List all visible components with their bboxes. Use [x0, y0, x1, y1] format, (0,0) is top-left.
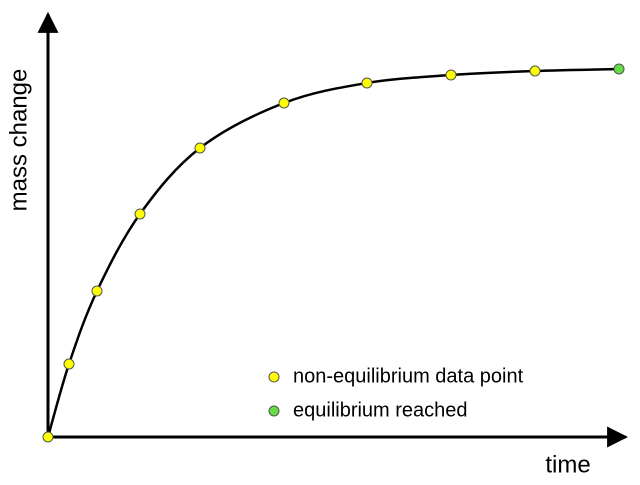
- data-point: [91, 285, 103, 297]
- legend-label: equilibrium reached: [293, 399, 468, 421]
- data-point: [278, 97, 290, 109]
- data-point: [134, 208, 146, 220]
- y-axis-label: mass change: [5, 69, 32, 212]
- legend-marker: [268, 405, 280, 417]
- data-point: [63, 358, 75, 370]
- data-point: [613, 63, 625, 75]
- curve-group: [46, 67, 620, 438]
- data-point: [194, 142, 206, 154]
- curve: [46, 67, 620, 438]
- legend-label: non-equilibrium data point: [293, 365, 524, 387]
- x-axis-label: time: [545, 451, 590, 478]
- data-point: [529, 65, 541, 77]
- legend: non-equilibrium data point equilibrium re…: [268, 365, 524, 421]
- data-point: [42, 431, 54, 443]
- data-point: [361, 77, 373, 89]
- data-point: [445, 69, 457, 81]
- points-group: [42, 63, 625, 443]
- legend-marker: [268, 371, 280, 383]
